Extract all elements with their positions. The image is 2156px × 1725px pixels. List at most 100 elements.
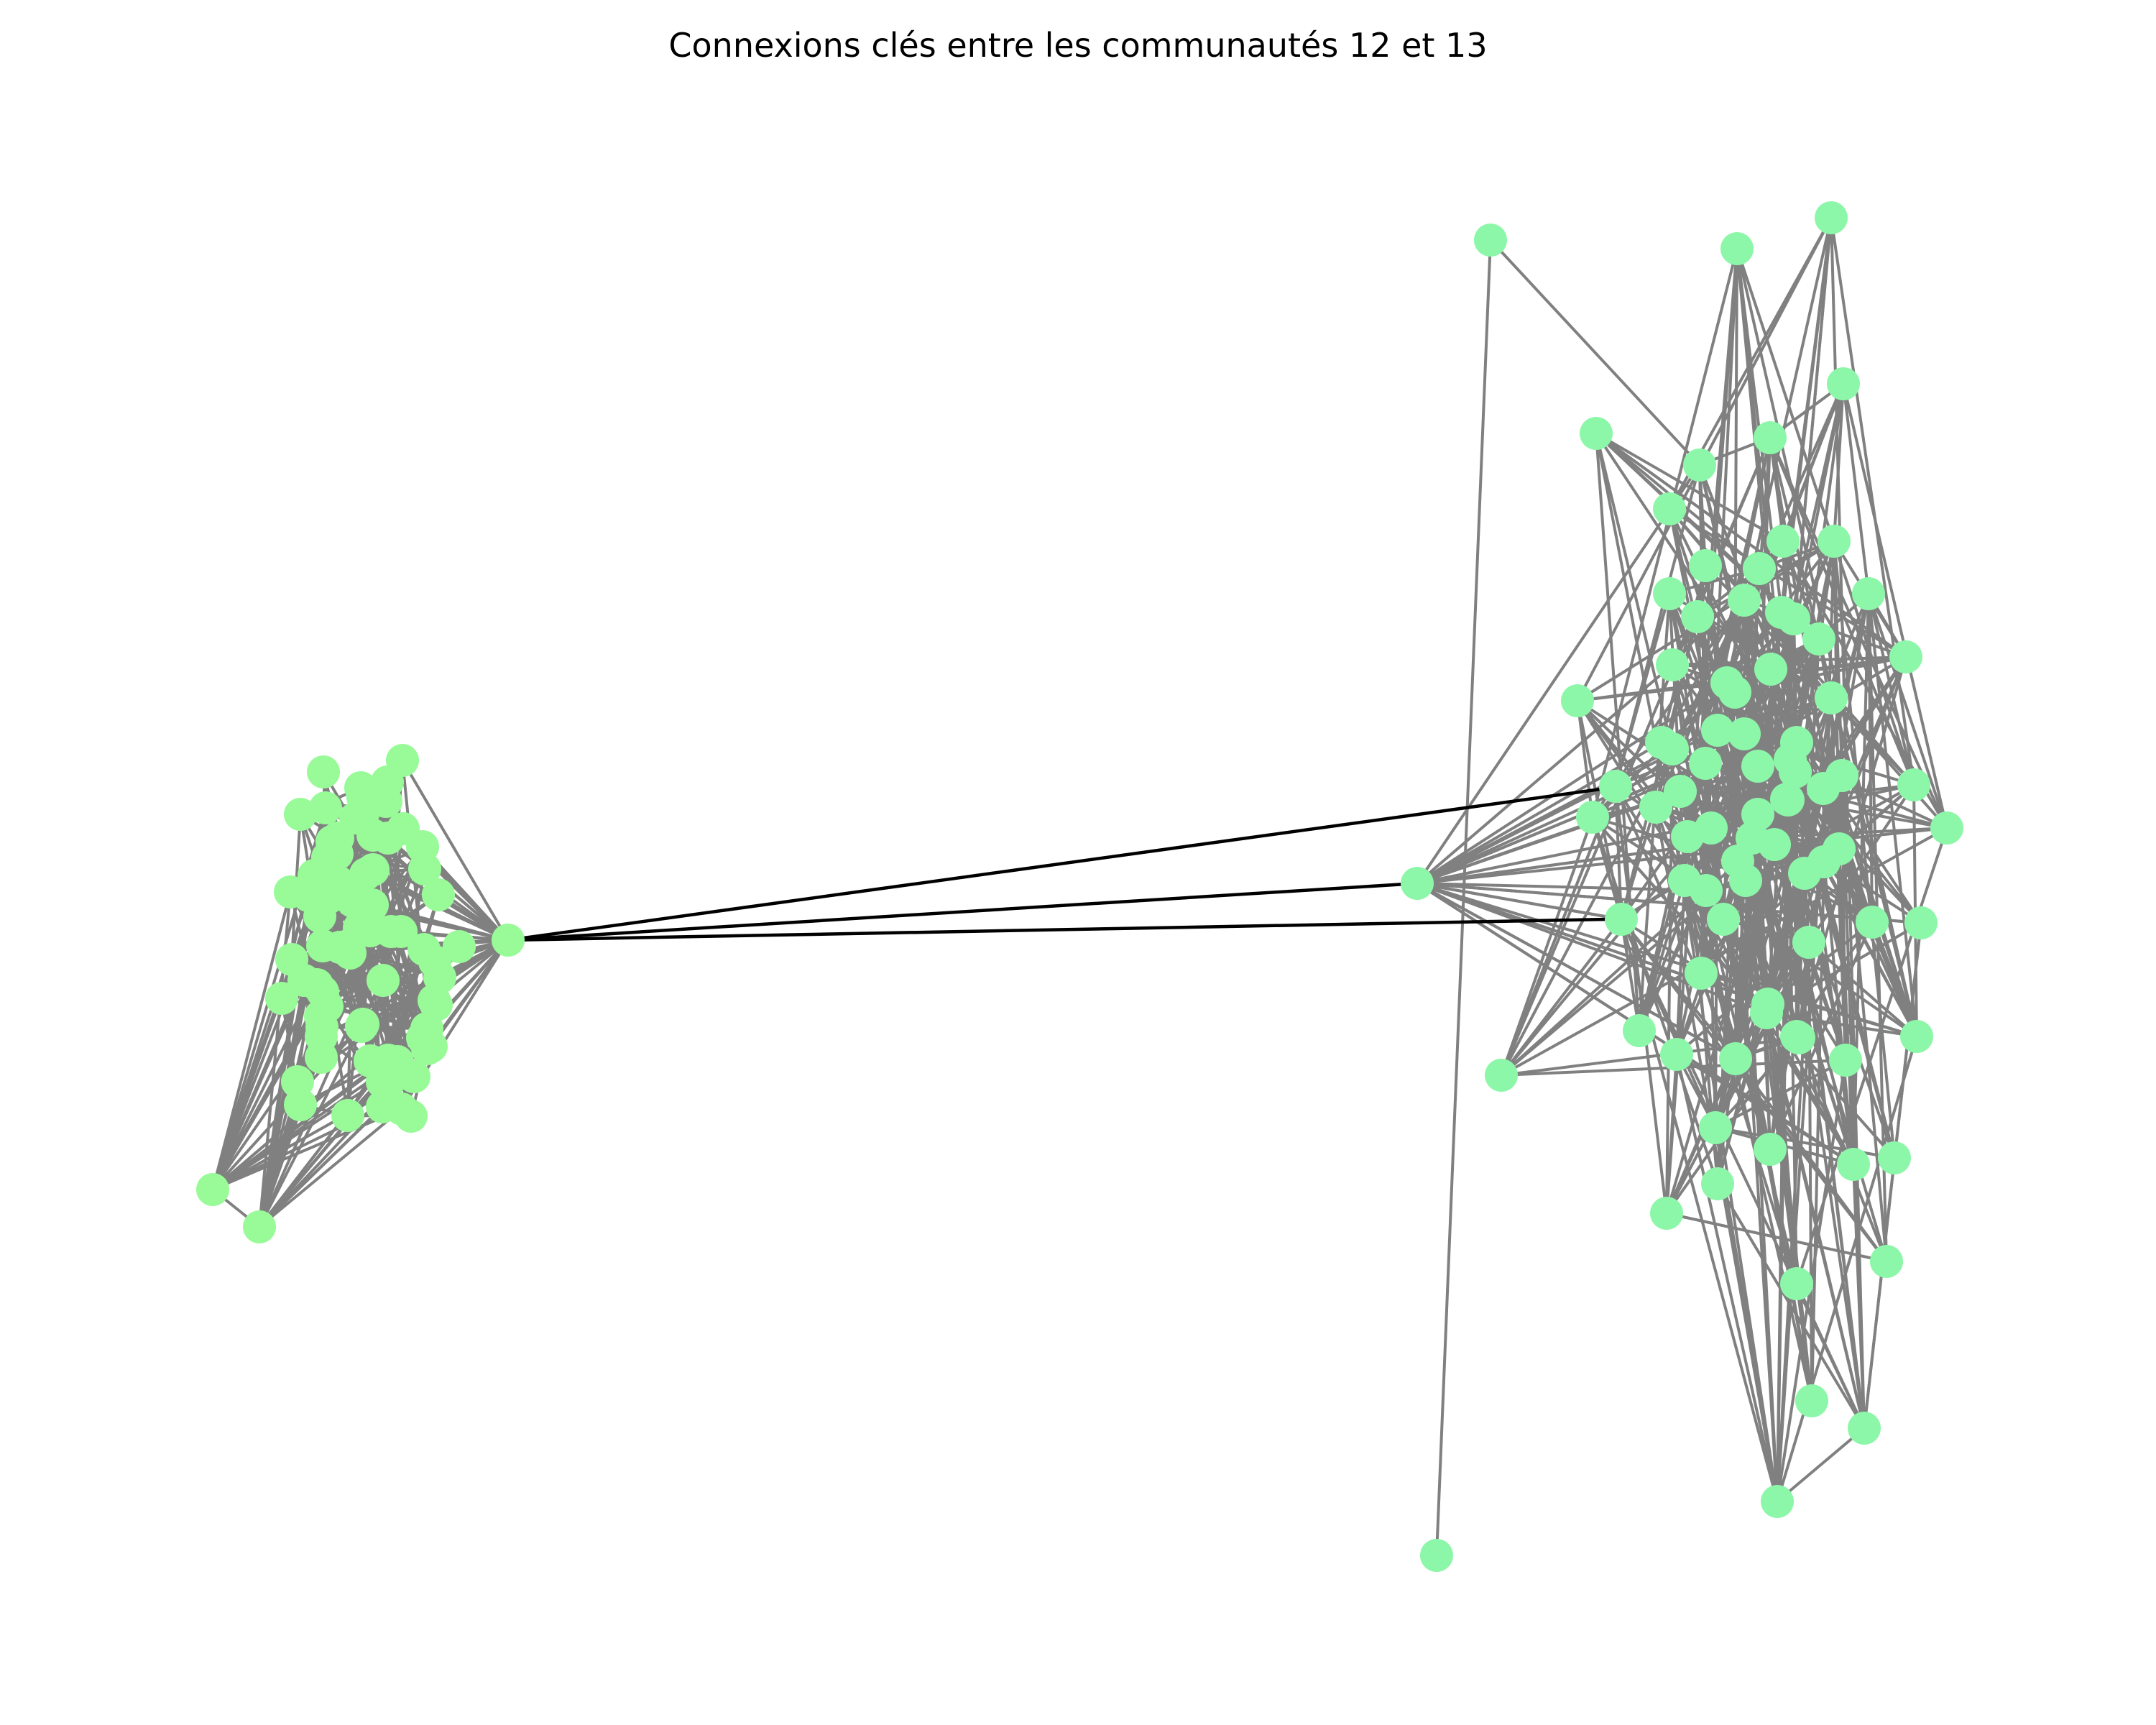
graph-node <box>333 937 367 970</box>
graph-node <box>1792 926 1825 959</box>
edge-c13 <box>1591 816 1719 1184</box>
graph-node <box>1720 232 1754 265</box>
graph-node <box>1689 747 1722 780</box>
graph-node <box>309 791 342 824</box>
bridge-edges <box>507 787 1608 942</box>
graph-node <box>415 1030 448 1063</box>
graph-node <box>1743 552 1776 585</box>
edge-c13 <box>1792 618 1798 1037</box>
figure-title: Connexions clés entre les communautés 12… <box>668 26 1488 65</box>
graph-node <box>306 975 339 1008</box>
edge-c13 <box>1416 882 1922 924</box>
bridge-edge <box>507 917 1608 942</box>
edge-c13 <box>1842 383 1948 829</box>
graph-node <box>284 1088 317 1121</box>
graph-node <box>1710 666 1743 699</box>
edge-c13 <box>1638 638 1820 1031</box>
edge-c13 <box>1863 922 1922 1429</box>
edge-c13 <box>1665 942 1810 1214</box>
edge-c13 <box>1416 790 1681 885</box>
graph-node <box>1664 775 1697 808</box>
graph-node <box>1751 988 1784 1021</box>
graph-node <box>1485 1059 1518 1092</box>
graph-node <box>1889 640 1922 673</box>
graph-node <box>1900 1020 1933 1053</box>
graph-node <box>1728 584 1761 617</box>
edge-c12 <box>211 930 392 1191</box>
graph-node <box>1829 1044 1862 1077</box>
graph-node <box>356 819 390 852</box>
graph-node <box>1580 417 1613 450</box>
graph-node <box>1689 549 1722 582</box>
graph-node <box>1623 1014 1656 1047</box>
graph-node <box>1728 717 1761 750</box>
graph-node <box>1848 1412 1881 1445</box>
graph-node <box>303 900 336 933</box>
edge-c13 <box>1776 1036 1918 1502</box>
edge-c13 <box>1416 762 1706 885</box>
graph-node <box>1827 367 1860 400</box>
graph-node <box>1870 1245 1903 1278</box>
graph-node <box>1795 1384 1828 1417</box>
edge-c13 <box>1416 882 1707 892</box>
graph-node <box>1599 770 1632 803</box>
graph-node <box>395 1100 428 1133</box>
graph-node <box>1815 681 1848 714</box>
edge-c13 <box>1700 248 1738 974</box>
graph-node <box>1878 1141 1911 1174</box>
graph-node <box>1837 1148 1870 1181</box>
graph-node <box>1766 525 1800 558</box>
bridge-edge <box>507 787 1601 942</box>
edge-c13 <box>1795 638 1820 1037</box>
edge-c13 <box>1734 814 1759 1059</box>
graph-node <box>1650 1197 1683 1230</box>
edge-c13 <box>1675 1054 1779 1502</box>
graph-node <box>1685 957 1718 990</box>
graph-node <box>1701 1167 1734 1200</box>
edge-c12 <box>212 1108 402 1191</box>
graph-node <box>366 1065 399 1098</box>
edge-c13 <box>1833 383 1845 542</box>
graph-node <box>349 857 382 891</box>
graph-node <box>1701 714 1734 747</box>
graph-node <box>1782 1021 1815 1054</box>
edge-c12 <box>211 991 324 1190</box>
graph-node <box>243 1210 276 1243</box>
edge-c13 <box>1867 593 1874 923</box>
edge-c13 <box>1595 432 1907 658</box>
edge-c12 <box>211 980 305 1190</box>
graph-node <box>1681 600 1714 633</box>
graph-node <box>1660 1038 1693 1071</box>
graph-node <box>1474 224 1507 257</box>
graph-node <box>1780 1267 1813 1300</box>
graph-node <box>1401 867 1434 900</box>
graph-node <box>1856 906 1889 939</box>
edge-c13 <box>1668 593 1707 764</box>
graph-node <box>196 1173 229 1206</box>
edge-c13 <box>1830 697 1847 1061</box>
bridge-edge <box>507 881 1418 942</box>
graph-node <box>1779 755 1812 788</box>
edge-c13 <box>1807 942 1813 1402</box>
graph-node <box>443 930 476 963</box>
edge-c13 <box>1614 593 1671 787</box>
graph-node <box>1930 811 1963 845</box>
graph-node <box>397 1060 430 1093</box>
graph-node <box>1656 732 1689 765</box>
graph-node <box>384 915 418 948</box>
edge-c12 <box>211 999 436 1191</box>
edge-c13 <box>1830 217 1915 786</box>
edge-c13 <box>1620 919 1866 1429</box>
edge-c13 <box>1773 843 1874 924</box>
graph-node <box>1639 791 1672 824</box>
graph-node <box>1802 622 1835 656</box>
graph-node <box>366 1090 399 1123</box>
graph-node <box>1736 822 1769 855</box>
edge-c13 <box>1704 564 1833 699</box>
edge-c13 <box>1733 248 1738 693</box>
graph-node <box>345 1010 378 1043</box>
graph-node <box>1754 1133 1787 1166</box>
edge-c13 <box>1416 663 1674 885</box>
graph-node <box>1754 421 1787 454</box>
